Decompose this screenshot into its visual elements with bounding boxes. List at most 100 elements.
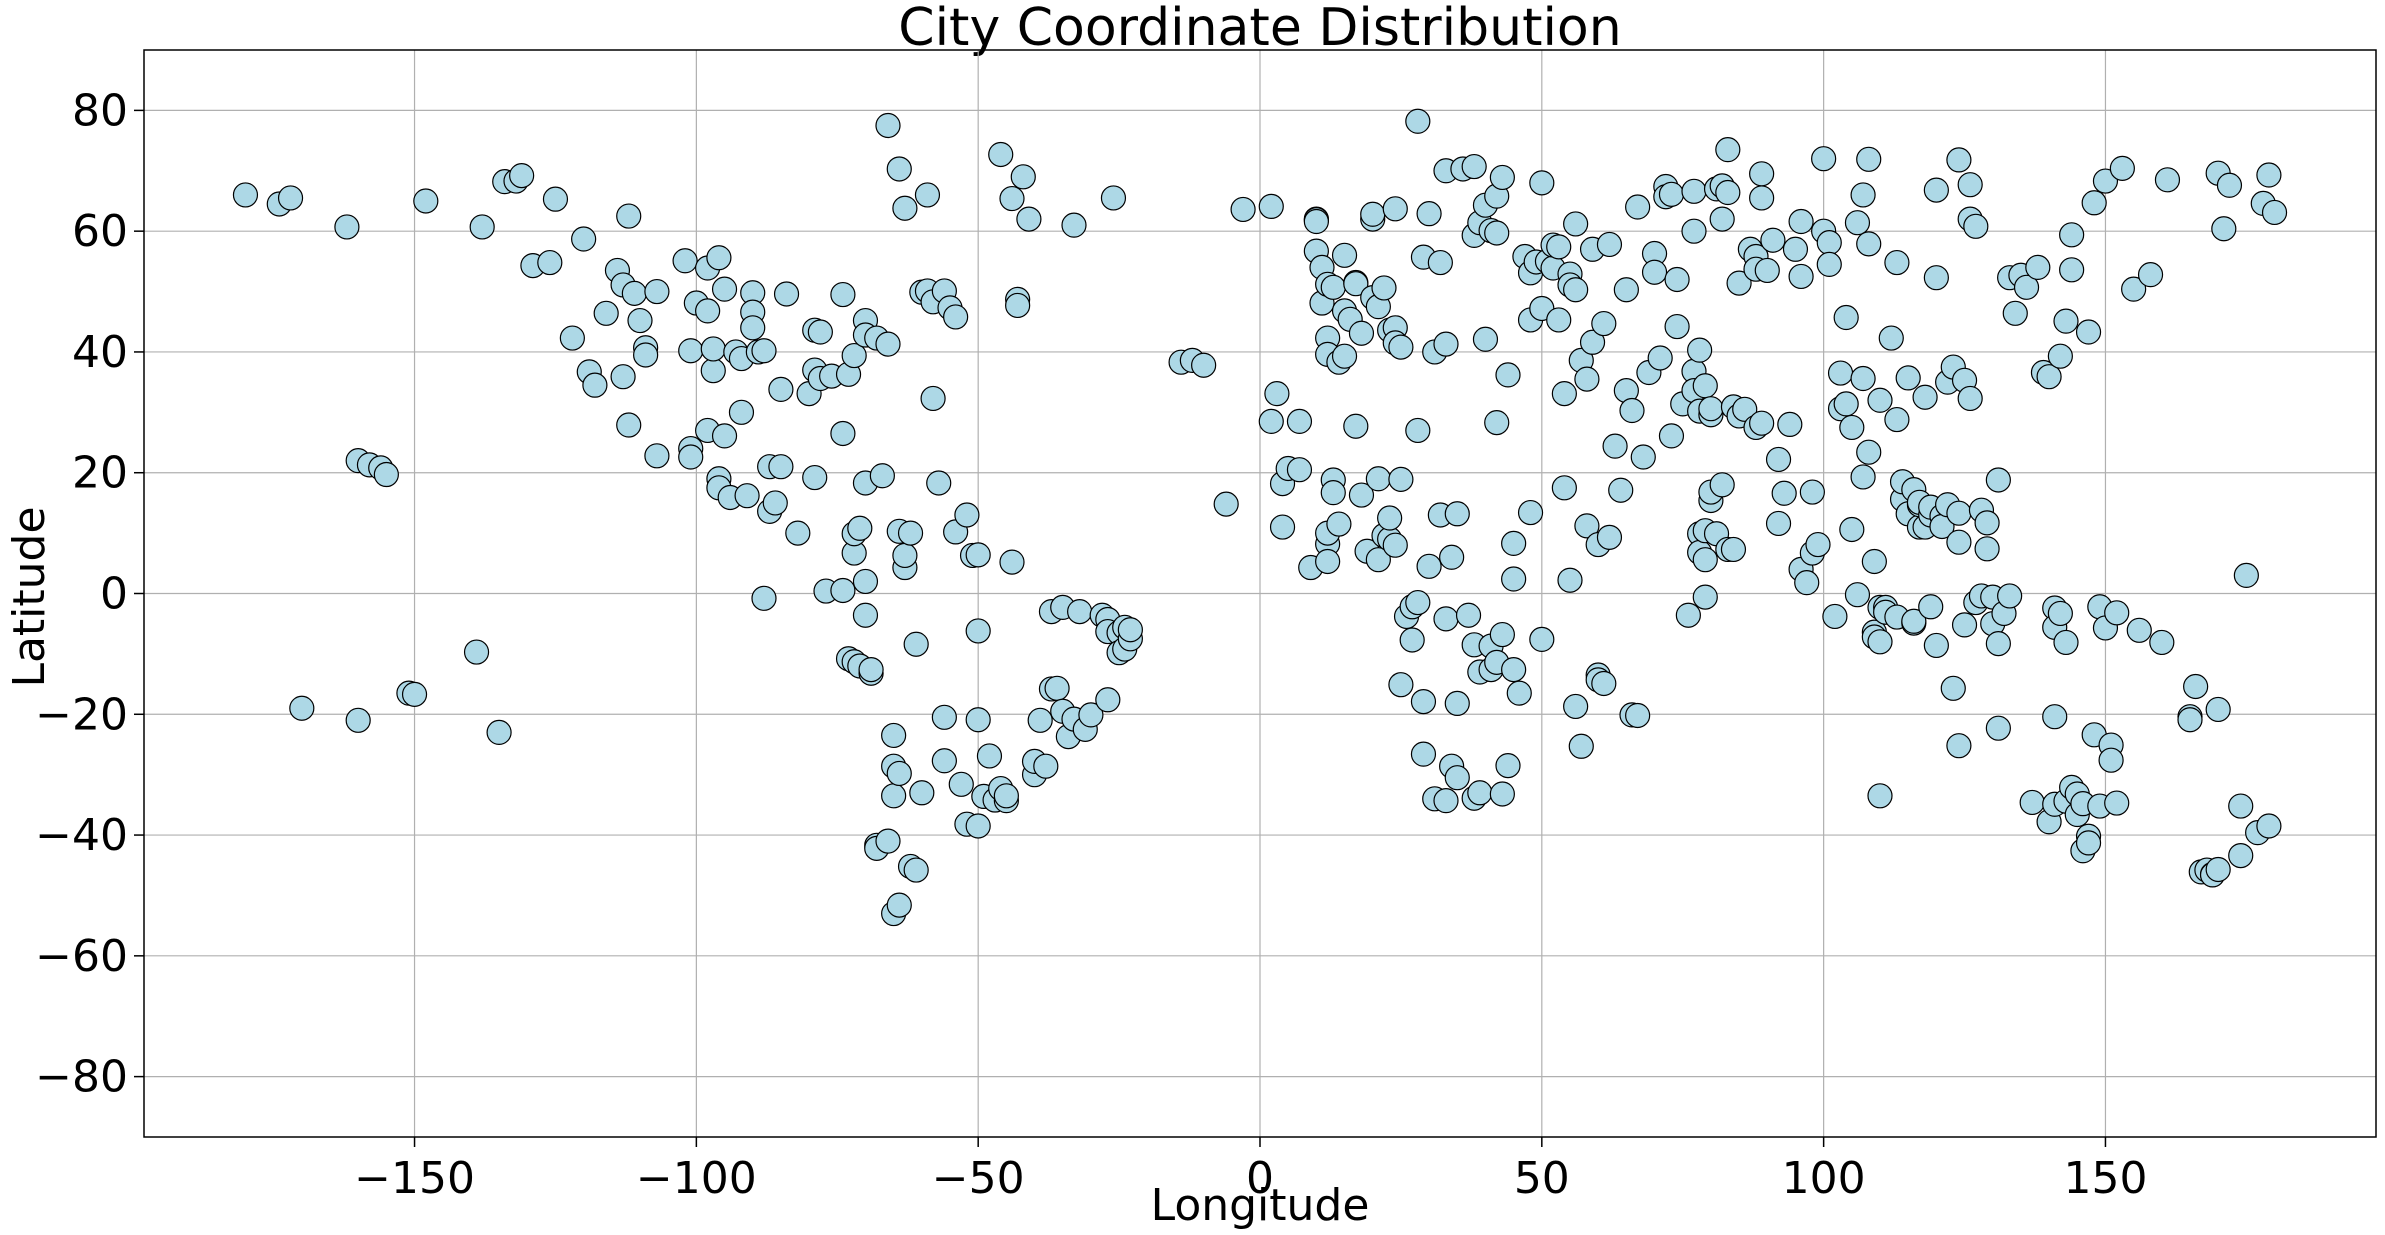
- data-point: [463, 639, 490, 665]
- data-point: [1867, 387, 1893, 413]
- data-point: [1489, 781, 1515, 807]
- data-point: [1100, 185, 1127, 211]
- data-point: [954, 502, 980, 528]
- data-point: [1940, 675, 1966, 701]
- data-point: [616, 203, 642, 229]
- data-point: [1551, 381, 1577, 407]
- data-point: [1596, 231, 1623, 258]
- data-point: [1833, 391, 1859, 417]
- data-point: [1484, 220, 1510, 246]
- data-point: [2205, 856, 2231, 883]
- data-point: [1027, 707, 1053, 733]
- data-point: [1117, 617, 1143, 643]
- data-point: [1794, 570, 1820, 596]
- data-point: [999, 549, 1025, 575]
- data-point: [1816, 230, 1842, 256]
- data-point: [1416, 553, 1442, 579]
- data-point: [1856, 439, 1882, 465]
- data-point: [1856, 231, 1882, 257]
- data-point: [1405, 589, 1431, 616]
- data-point: [1974, 536, 2000, 562]
- data-point: [1850, 182, 1876, 208]
- data-point: [1489, 621, 1515, 648]
- data-point: [728, 399, 755, 425]
- data-point: [1433, 331, 1459, 357]
- data-point: [2075, 830, 2102, 856]
- data-point: [1957, 385, 1983, 412]
- data-point: [1765, 446, 1792, 473]
- data-point: [571, 226, 597, 252]
- data-point: [807, 319, 833, 345]
- data-point: [1574, 366, 1600, 392]
- data-point: [1365, 466, 1391, 492]
- data-point: [1602, 433, 1628, 459]
- data-point: [593, 300, 619, 326]
- data-point: [886, 156, 912, 182]
- data-point: [1563, 693, 1589, 720]
- data-point: [2104, 600, 2130, 626]
- data-point: [931, 704, 957, 730]
- data-point: [627, 307, 653, 334]
- data-point: [2121, 276, 2147, 302]
- data-point: [345, 707, 371, 733]
- data-point: [1765, 510, 1792, 537]
- data-point: [373, 461, 399, 488]
- x-axis-title: Longitude: [1151, 1180, 1370, 1231]
- data-point: [1258, 408, 1284, 434]
- data-point: [1844, 210, 1871, 236]
- data-point: [672, 248, 698, 274]
- x-tick-label: −50: [932, 1153, 1025, 1204]
- data-point: [2013, 274, 2040, 300]
- data-point: [1608, 477, 1634, 503]
- data-point: [1495, 362, 1521, 388]
- data-point: [1348, 320, 1375, 346]
- data-point: [537, 249, 563, 276]
- data-point: [1923, 265, 1949, 291]
- data-point: [1777, 411, 1803, 438]
- data-point: [1444, 690, 1470, 717]
- data-point: [1382, 196, 1408, 222]
- data-point: [1331, 242, 1358, 268]
- data-point: [976, 743, 1003, 769]
- data-point: [2075, 319, 2102, 345]
- data-point: [2047, 600, 2073, 627]
- data-point: [1749, 185, 1775, 211]
- data-point: [2059, 257, 2085, 283]
- data-point: [2047, 343, 2073, 369]
- data-point: [1546, 234, 1572, 260]
- data-point: [559, 325, 585, 351]
- data-point: [1692, 373, 1718, 399]
- data-point: [1732, 396, 1758, 422]
- data-point: [1749, 410, 1775, 436]
- data-point: [1061, 212, 1087, 238]
- x-tick-label: −150: [354, 1153, 475, 1204]
- data-point: [2137, 262, 2164, 288]
- data-point: [1405, 417, 1431, 444]
- data-point: [1388, 334, 1414, 360]
- data-point: [1985, 715, 2011, 741]
- data-point: [841, 342, 867, 369]
- data-point: [695, 298, 721, 324]
- y-tick-label: 40: [72, 327, 128, 378]
- data-point: [1625, 702, 1651, 729]
- data-point: [1771, 480, 1797, 506]
- data-point: [2036, 364, 2062, 390]
- data-point: [858, 656, 884, 683]
- data-point: [277, 185, 304, 211]
- chart-title: City Coordinate Distribution: [898, 0, 1621, 58]
- data-point: [1760, 227, 1786, 253]
- data-point: [1850, 464, 1876, 490]
- data-point: [1619, 397, 1645, 424]
- data-point: [881, 783, 907, 809]
- data-point: [1884, 249, 1910, 276]
- data-point: [2042, 704, 2068, 730]
- data-point: [1675, 602, 1701, 628]
- data-point: [1016, 206, 1042, 232]
- data-point: [1286, 408, 1313, 434]
- data-point: [1839, 414, 1865, 441]
- data-point: [2228, 793, 2254, 819]
- data-point: [1078, 702, 1104, 728]
- data-point: [1405, 108, 1431, 134]
- data-point: [2098, 747, 2124, 773]
